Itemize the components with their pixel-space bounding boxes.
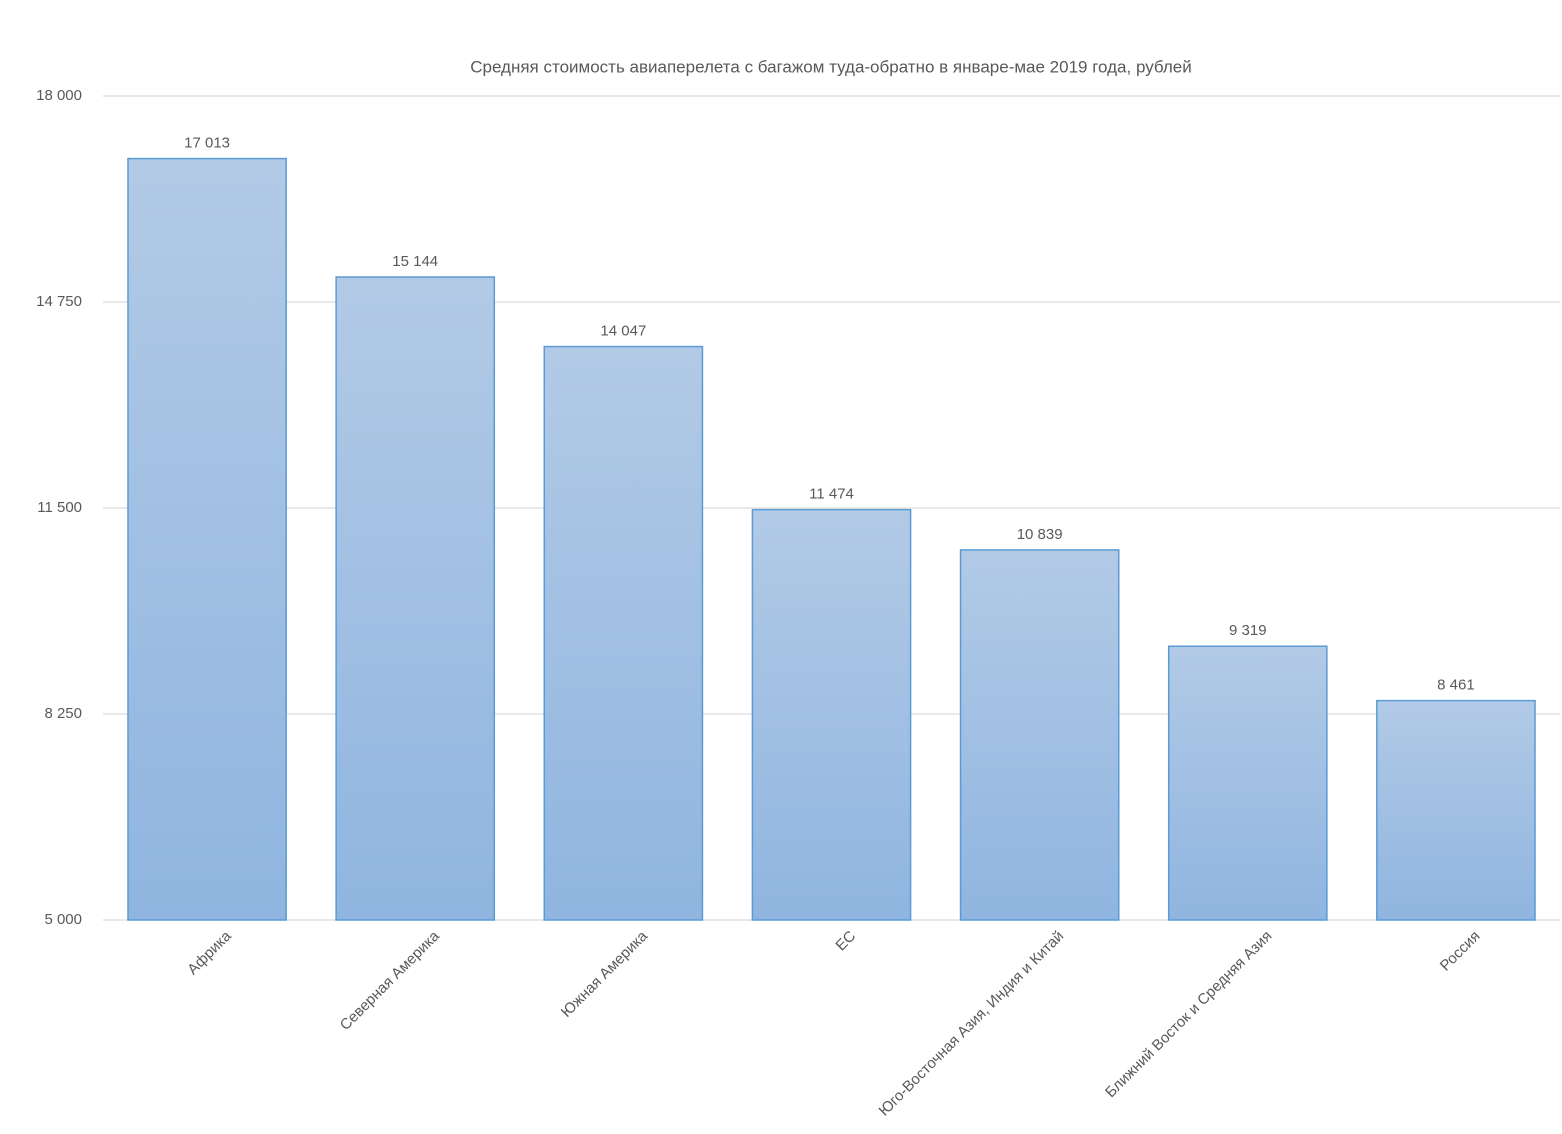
bar (335, 276, 496, 921)
y-tick-label: 8 250 (44, 705, 82, 722)
x-tick-label: Юго-Восточная Азия, Индия и Китай (875, 928, 1067, 1120)
x-tick-label: Ближний Восток и Средняя Азия (1102, 928, 1275, 1101)
bar (959, 549, 1120, 921)
x-tick-label: Африка (184, 927, 235, 978)
bar (1167, 645, 1328, 921)
x-tick-label: Северная Америка (337, 927, 444, 1034)
x-tick-label: Южная Америка (558, 927, 652, 1021)
y-tick-label: 5 000 (44, 911, 82, 928)
bar (1376, 699, 1536, 921)
data-label: 8 461 (1437, 677, 1475, 694)
data-label: 11 474 (809, 486, 854, 503)
x-tick-label: Россия (1437, 928, 1484, 975)
data-label: 9 319 (1229, 622, 1267, 639)
y-tick-label: 11 500 (37, 499, 82, 516)
x-tick-label: ЕС (832, 928, 859, 955)
bar (751, 508, 912, 921)
data-label: 15 144 (392, 253, 438, 270)
bar (543, 345, 704, 921)
data-label: 17 013 (184, 135, 230, 152)
y-tick-label: 14 750 (36, 293, 82, 310)
data-label: 10 839 (1017, 526, 1063, 543)
bar (127, 157, 287, 921)
y-tick-label: 18 000 (36, 87, 82, 104)
chart-title: Средняя стоимость авиаперелета с багажом… (470, 57, 1192, 76)
data-label: 14 047 (600, 323, 646, 340)
